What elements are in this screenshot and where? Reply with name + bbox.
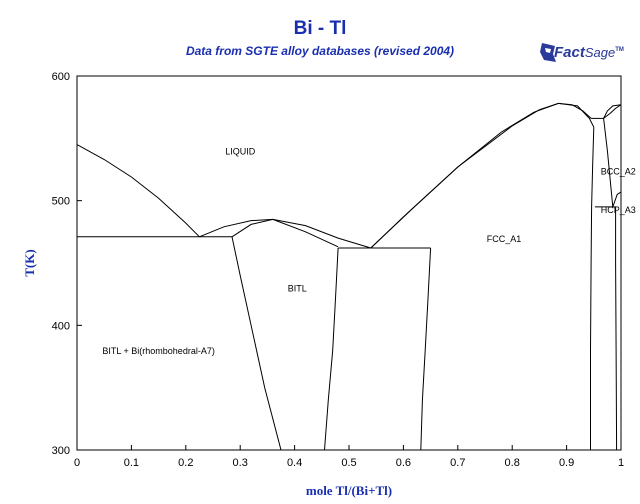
phase-boundary-bitl-solvus-left-top [231,218,273,238]
y-axis-title: T(K) [22,249,37,276]
phase-boundary-bcc-left [603,118,614,207]
y-tick-label: 300 [52,445,70,457]
x-tick-label: 0.2 [178,457,193,469]
phase-boundary-hcp-left [615,206,618,451]
phase-boundary-liquidus-bi [76,144,200,238]
logo-word-sage: Sage [584,45,616,60]
x-tick-label: 0.6 [396,457,411,469]
phase-boundary-bitl-solvus-right-top [272,218,339,248]
x-tick-label: 0.5 [341,457,356,469]
y-tick-label: 400 [52,320,70,332]
plot-frame [76,75,622,451]
phase-boundary-bcc-hcp-right [612,191,622,208]
phase-region-label: HCP_A3 [601,205,636,215]
factsage-logo: FactSageTM [538,40,624,70]
x-tick-label: 0.8 [505,457,520,469]
phase-region-label: BITL [288,284,307,294]
logo-word-fact: Fact [554,44,585,61]
phase-boundary-liquidus-bcc [603,104,622,119]
x-tick-label: 0 [74,457,80,469]
phase-boundary-liquidus-fcc [370,102,592,249]
phase-region-label: LIQUID [225,147,256,157]
phase-boundary-solidus-fcc [370,102,595,249]
factsage-logo-icon [540,43,556,62]
phase-boundary-bitl-right [324,247,339,451]
logo-trademark: TM [615,47,624,53]
y-tick-label: 600 [52,71,70,83]
phase-boundary-bitl-left [231,236,282,451]
x-tick-label: 0.9 [559,457,574,469]
x-tick-label: 0.7 [450,457,465,469]
chart-subtitle: Data from SGTE alloy databases (revised … [185,44,455,58]
phase-boundary-fcc-left [420,247,432,451]
chart-title: Bi - Tl [293,18,347,39]
y-tick-label: 500 [52,196,70,208]
x-tick-label: 0.1 [124,457,139,469]
phase-region-label: BCC_A2 [601,166,636,176]
factsage-logo-text: FactSageTM [554,44,624,61]
x-tick-label: 0.3 [233,457,248,469]
phase-boundary-solidus-bcc [603,104,622,119]
x-tick-label: 0.4 [287,457,302,469]
phase-region-label: BITL + Bi(rhombohedral-A7) [102,346,214,356]
x-tick-label: 1 [618,457,624,469]
phase-boundary-fcc-right [590,127,595,450]
x-axis-title: mole Tl/(Bi+Tl) [306,483,392,498]
phase-region-label: FCC_A1 [487,234,522,244]
